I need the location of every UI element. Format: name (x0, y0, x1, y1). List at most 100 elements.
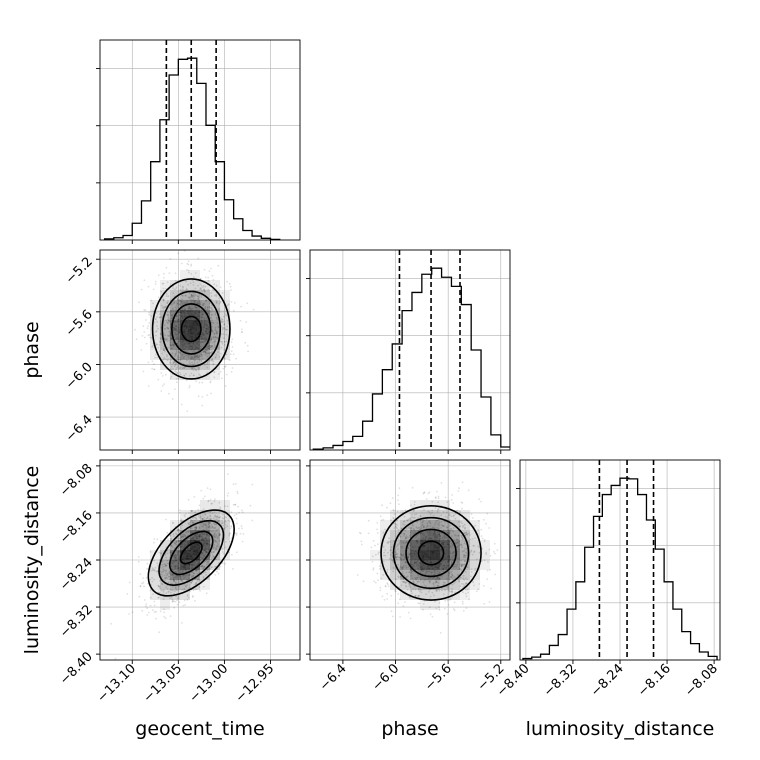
scatter-phase-vs-geocent_time-point (176, 301, 178, 304)
scatter-luminosity_distance-vs-phase-contour-3 (380, 505, 482, 601)
scatter-luminosity_distance-vs-geocent_time-point (189, 573, 192, 576)
scatter-luminosity_distance-vs-phase-point (390, 594, 393, 597)
scatter-luminosity_distance-vs-phase-point (429, 522, 432, 525)
scatter-luminosity_distance-vs-geocent_time-point (198, 527, 201, 530)
scatter-luminosity_distance-vs-geocent_time-point (171, 589, 173, 592)
scatter-phase-vs-geocent_time-point (215, 284, 218, 287)
scatter-luminosity_distance-vs-phase-density-cell (400, 580, 410, 590)
scatter-phase-vs-geocent_time-point (191, 294, 193, 297)
scatter-luminosity_distance-vs-phase-point (427, 492, 430, 495)
scatter-phase-vs-geocent_time-point (223, 357, 226, 360)
scatter-phase-vs-geocent_time-point (169, 361, 171, 364)
scatter-luminosity_distance-vs-geocent_time-point (188, 530, 190, 533)
scatter-phase-vs-geocent_time-point (197, 395, 200, 398)
scatter-phase-vs-geocent_time-point (171, 307, 174, 310)
scatter-phase-vs-geocent_time-point (178, 314, 181, 317)
scatter-luminosity_distance-vs-phase-point (418, 569, 420, 572)
scatter-phase-vs-geocent_time-point (211, 330, 214, 332)
scatter-phase-vs-geocent_time-point (212, 360, 215, 363)
scatter-phase-vs-geocent_time-point (192, 369, 195, 371)
scatter-phase-vs-geocent_time-point (200, 354, 203, 356)
scatter-phase-vs-geocent_time-point (164, 358, 167, 360)
scatter-luminosity_distance-vs-geocent_time-point (210, 527, 212, 530)
scatter-luminosity_distance-vs-geocent_time-point (156, 570, 158, 573)
scatter-phase-vs-geocent_time-point (220, 352, 222, 355)
scatter-luminosity_distance-vs-phase-point (431, 509, 434, 512)
scatter-luminosity_distance-vs-geocent_time-point (207, 499, 210, 502)
scatter-luminosity_distance-vs-geocent_time-point (202, 497, 205, 500)
scatter-luminosity_distance-vs-geocent_time-point (241, 540, 244, 543)
scatter-phase-vs-geocent_time-point (150, 299, 153, 302)
scatter-luminosity_distance-vs-phase-point (428, 511, 431, 514)
scatter-phase-vs-geocent_time-density-cell (160, 320, 170, 330)
scatter-phase-vs-geocent_time-point (191, 357, 194, 359)
scatter-phase-vs-geocent_time-point (167, 392, 170, 395)
scatter-luminosity_distance-vs-phase-density-cell (430, 540, 440, 550)
scatter-luminosity_distance-vs-geocent_time-point (219, 516, 222, 518)
scatter-luminosity_distance-vs-geocent_time-point (153, 538, 156, 540)
scatter-phase-vs-geocent_time-point (157, 346, 160, 349)
scatter-luminosity_distance-vs-geocent_time-point (197, 578, 199, 581)
scatter-luminosity_distance-vs-phase-point (402, 566, 405, 569)
scatter-luminosity_distance-vs-phase-point (450, 545, 453, 548)
scatter-luminosity_distance-vs-geocent_time-point (142, 581, 145, 584)
scatter-luminosity_distance-vs-geocent_time-point (210, 517, 212, 520)
scatter-luminosity_distance-vs-phase-point (467, 591, 469, 594)
scatter-phase-vs-geocent_time-density-cell (220, 340, 230, 350)
scatter-phase-vs-geocent_time-point (204, 364, 206, 366)
scatter-luminosity_distance-vs-phase-point (488, 548, 491, 551)
scatter-luminosity_distance-vs-phase-point (447, 603, 450, 606)
scatter-luminosity_distance-vs-phase-density-cell (440, 530, 450, 540)
scatter-luminosity_distance-vs-phase-point (396, 544, 399, 547)
scatter-luminosity_distance-vs-phase-point (411, 570, 414, 573)
scatter-luminosity_distance-vs-phase-point (466, 533, 469, 536)
scatter-luminosity_distance-vs-geocent_time-point (184, 535, 187, 538)
scatter-phase-vs-geocent_time-density-cell (190, 350, 200, 360)
scatter-phase-vs-geocent_time-point (204, 353, 207, 356)
scatter-luminosity_distance-vs-phase-point (400, 553, 402, 556)
scatter-luminosity_distance-vs-geocent_time-point (198, 526, 201, 529)
scatter-phase-vs-geocent_time-point (224, 328, 227, 331)
scatter-luminosity_distance-vs-geocent_time-point (126, 593, 129, 595)
scatter-luminosity_distance-vs-geocent_time-point (184, 604, 186, 606)
scatter-luminosity_distance-vs-geocent_time-point (187, 593, 189, 596)
scatter-phase-vs-geocent_time-point (183, 367, 186, 369)
scatter-phase-vs-geocent_time-point (170, 347, 172, 350)
scatter-luminosity_distance-vs-phase-point (485, 522, 487, 525)
scatter-phase-vs-geocent_time-density-cell (190, 280, 200, 290)
scatter-phase-vs-geocent_time-point (210, 345, 213, 348)
scatter-phase-vs-geocent_time-point (215, 300, 218, 303)
scatter-luminosity_distance-vs-phase-point (434, 521, 437, 524)
scatter-luminosity_distance-vs-phase-point (405, 585, 408, 588)
scatter-phase-vs-geocent_time-point (207, 280, 210, 282)
scatter-luminosity_distance-vs-geocent_time-point (149, 589, 152, 592)
scatter-phase-vs-geocent_time-point (202, 351, 205, 353)
scatter-luminosity_distance-vs-geocent_time-point (172, 600, 175, 603)
scatter-luminosity_distance-vs-phase-point (418, 588, 421, 590)
scatter-luminosity_distance-vs-phase-point (406, 536, 409, 539)
scatter-phase-vs-geocent_time-density-cell (150, 310, 160, 320)
scatter-phase-vs-geocent_time-point (163, 272, 165, 275)
scatter-phase-vs-geocent_time-point (209, 351, 212, 354)
scatter-luminosity_distance-vs-geocent_time-point (197, 508, 200, 511)
scatter-luminosity_distance-vs-phase-point (493, 542, 496, 545)
scatter-luminosity_distance-vs-geocent_time-point (221, 562, 224, 564)
scatter-phase-vs-geocent_time-point (221, 319, 224, 321)
scatter-luminosity_distance-vs-phase-point (470, 571, 473, 573)
scatter-luminosity_distance-vs-geocent_time-point (220, 523, 222, 525)
scatter-luminosity_distance-vs-geocent_time-point (229, 533, 231, 535)
scatter-phase-vs-geocent_time-point (156, 316, 159, 318)
scatter-phase-vs-geocent_time-point (187, 269, 190, 272)
scatter-phase-vs-geocent_time-point (158, 340, 161, 343)
scatter-luminosity_distance-vs-geocent_time-point (218, 516, 220, 519)
scatter-luminosity_distance-vs-phase-point (429, 595, 432, 598)
scatter-luminosity_distance-vs-geocent_time-point (172, 589, 175, 592)
scatter-luminosity_distance-vs-phase-point (459, 525, 462, 527)
scatter-luminosity_distance-vs-geocent_time-point (202, 571, 205, 574)
scatter-luminosity_distance-vs-phase-point (450, 570, 453, 573)
scatter-phase-vs-geocent_time-point (152, 288, 155, 291)
scatter-phase-vs-geocent_time-point (198, 359, 201, 362)
scatter-luminosity_distance-vs-phase-point (452, 543, 454, 546)
scatter-phase-vs-geocent_time-point (162, 298, 165, 301)
scatter-phase-vs-geocent_time-point (173, 365, 176, 368)
